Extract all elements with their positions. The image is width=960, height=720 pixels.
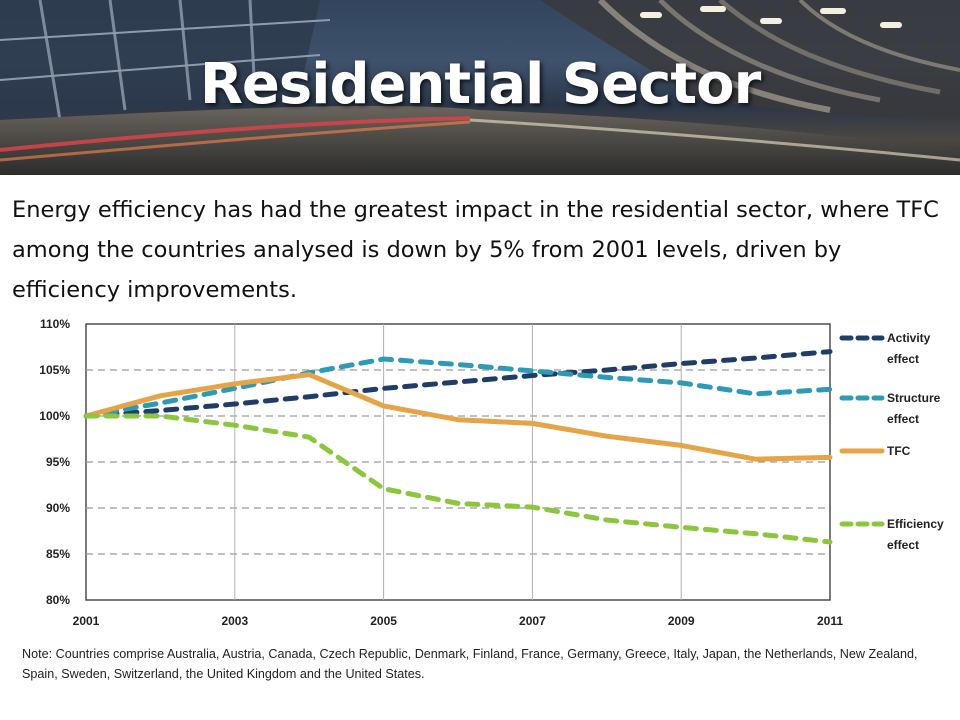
legend-label-efficiency-effect: Efficiency (887, 517, 944, 531)
y-tick-label: 95% (46, 455, 70, 469)
series-line-tfc (83, 372, 833, 462)
series-lines (83, 349, 833, 545)
series-line-efficiency-effect (83, 413, 833, 545)
y-axis-ticks: 110% 105% 100% 95% 90% 85% 80% (39, 317, 70, 607)
gridlines (85, 323, 831, 601)
y-tick-label: 80% (46, 593, 70, 607)
x-tick-label: 2005 (370, 614, 397, 628)
legend-label-efficiency-effect: effect (887, 538, 919, 552)
legend-label-tfc: TFC (887, 444, 911, 458)
chart-note: Note: Countries comprise Australia, Aust… (22, 647, 918, 681)
series-line-activity-effect (83, 349, 833, 419)
legend-label-structure-effect: effect (887, 412, 919, 426)
bridge-photo (0, 0, 960, 175)
x-tick-label: 2001 (73, 614, 100, 628)
x-tick-label: 2011 (817, 614, 843, 628)
intro-paragraph: Energy efficiency has had the greatest i… (12, 197, 939, 303)
page-title: Residential Sector (199, 52, 761, 117)
line-chart: 110%105%100%95%90%85%80% 2001 2003 2005 200… (39, 317, 944, 628)
x-tick-label: 2007 (519, 614, 546, 628)
y-tick-label: 105% (39, 363, 70, 377)
y-tick-label: 100% (39, 409, 70, 423)
x-tick-label: 2009 (668, 614, 695, 628)
legend-label-activity-effect: Activity (887, 331, 931, 345)
legend: Activity effect Structure effect TFC Efficien… (839, 331, 944, 552)
y-tick-label: 110% (40, 317, 70, 331)
x-tick-label: 2003 (221, 614, 248, 628)
x-axis-ticks: 2001 2003 2005 2007 2009 2011 (73, 614, 844, 628)
y-tick-label: 85% (46, 547, 70, 561)
y-tick-label: 90% (46, 501, 70, 515)
series-line-structure-effect (83, 356, 833, 419)
legend-label-activity-effect: effect (887, 352, 919, 366)
title-banner: Residential Sector (0, 0, 960, 175)
legend-label-structure-effect: Structure (887, 391, 941, 405)
